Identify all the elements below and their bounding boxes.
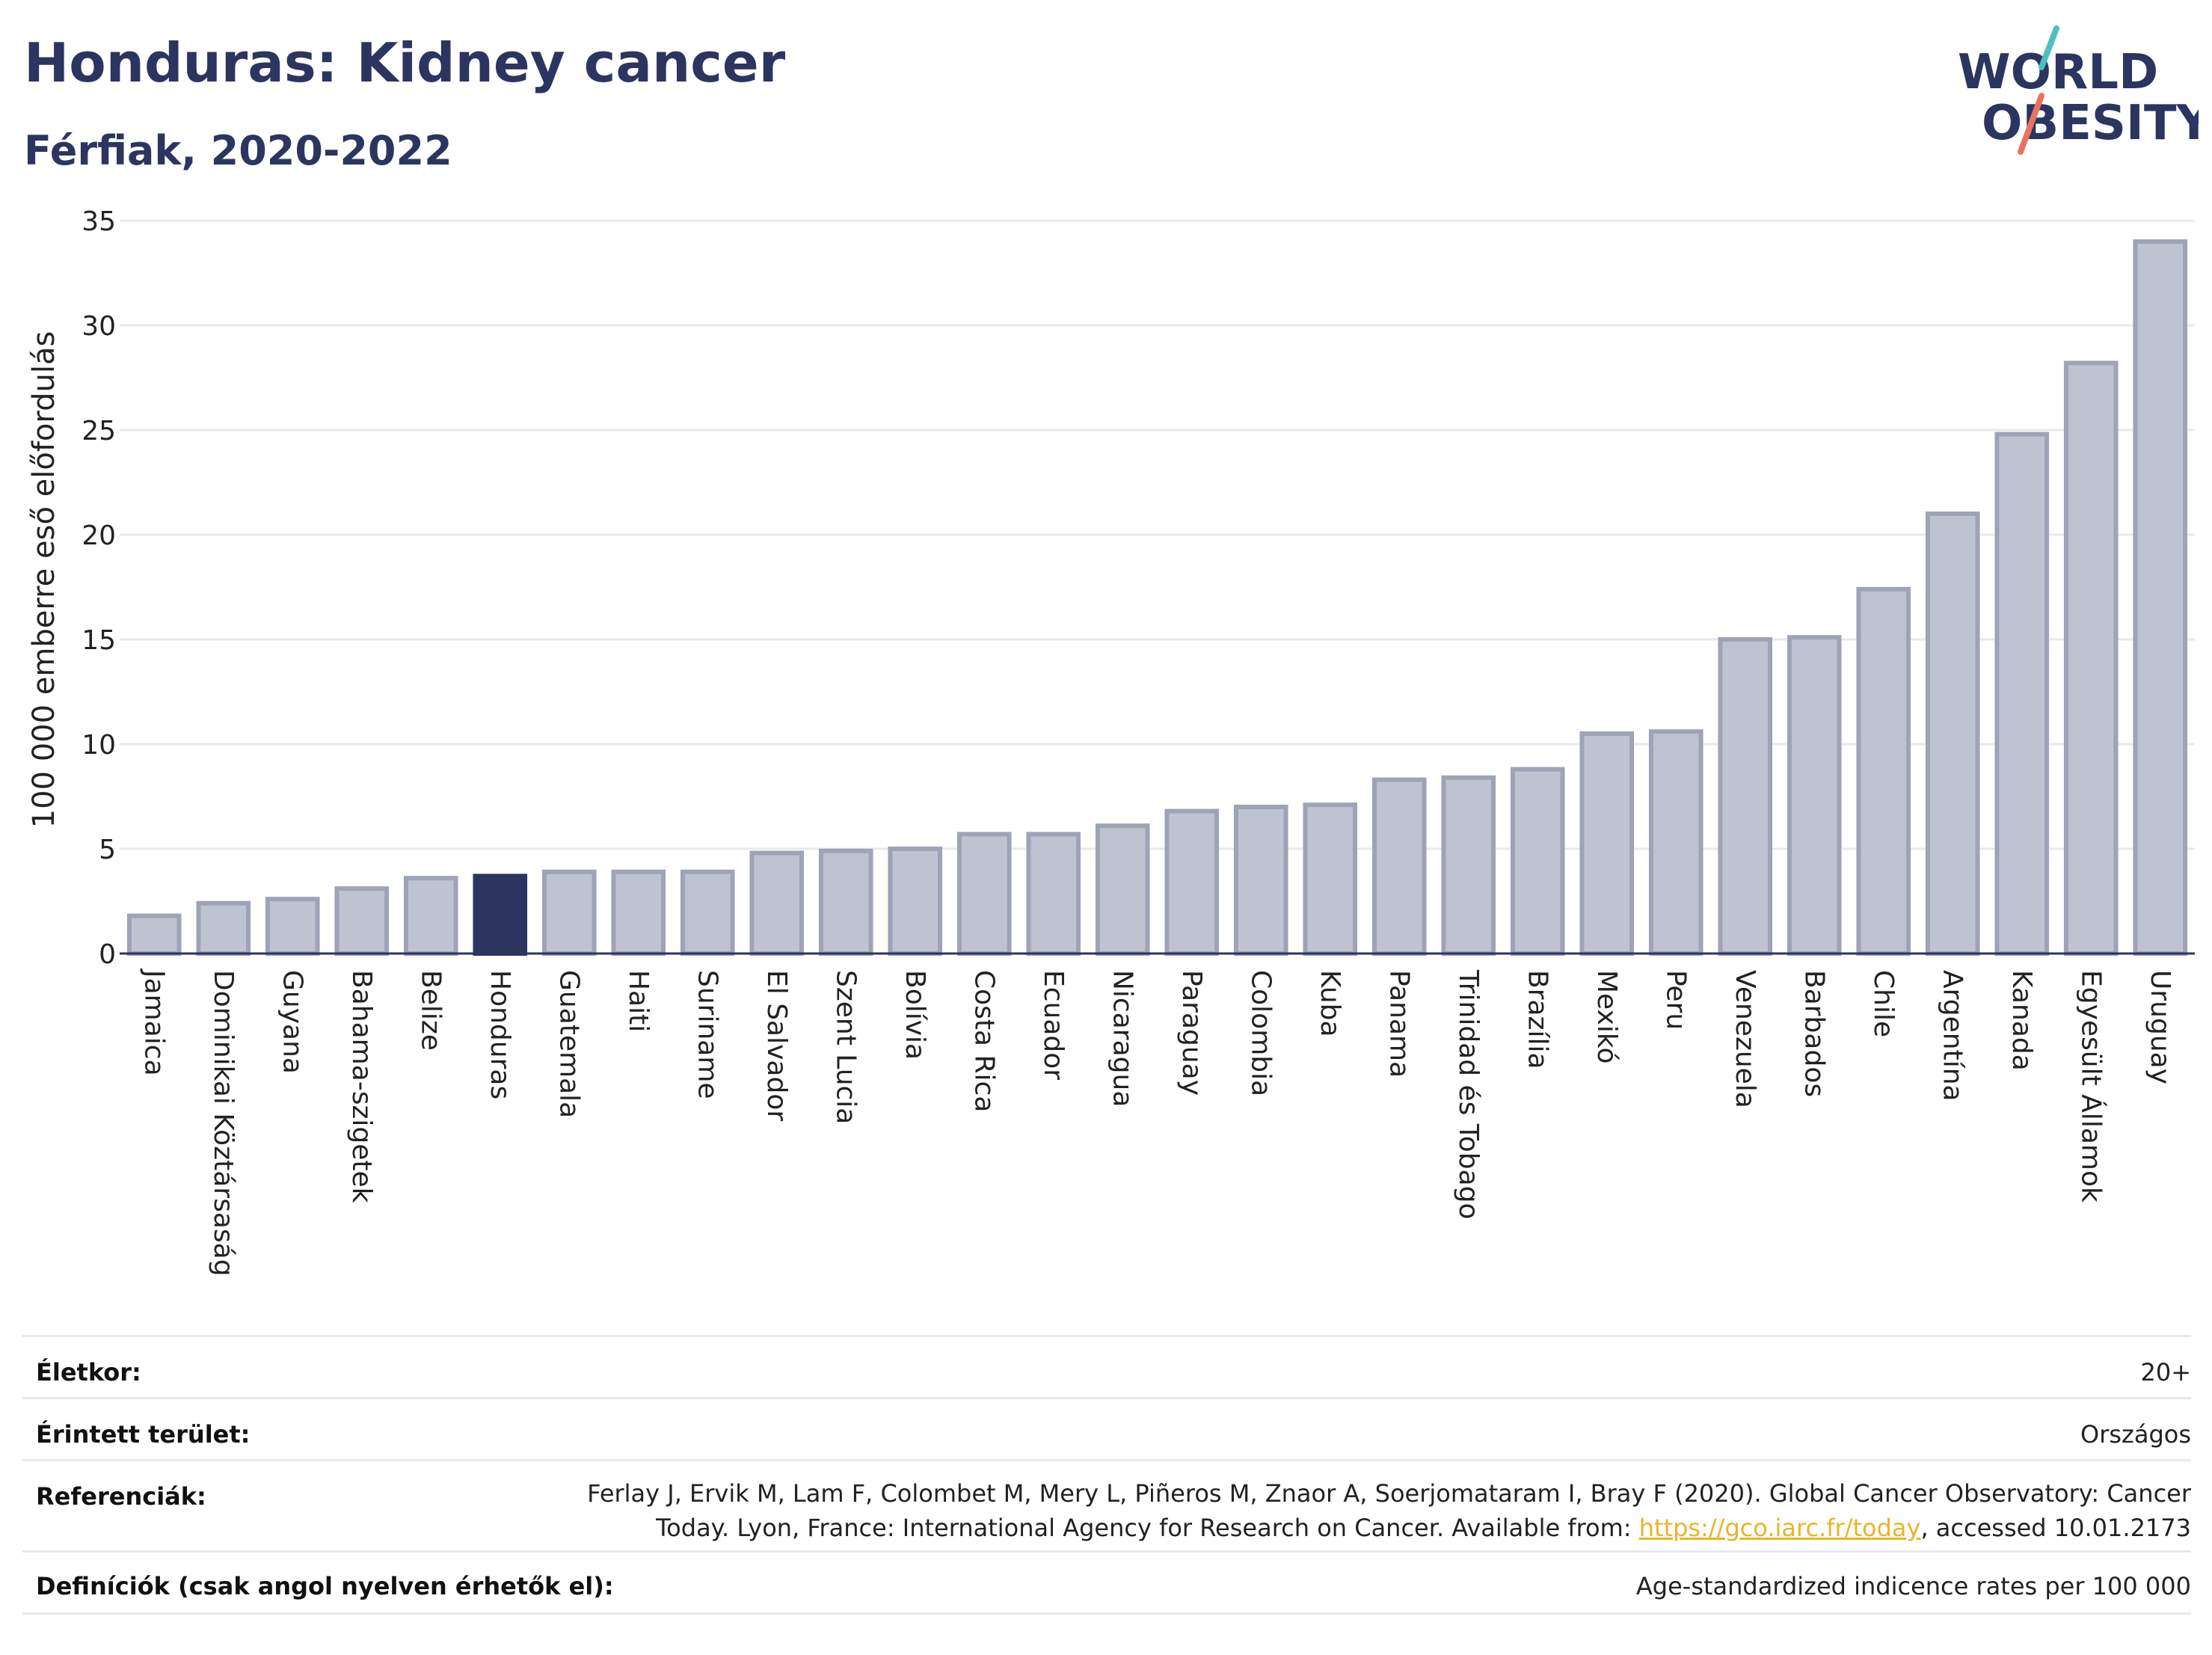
- bar-costa-rica: [956, 832, 1012, 957]
- meta-row-area: Érintett terület: Országos: [22, 1397, 2191, 1461]
- x-tick-label: Panama: [1383, 970, 1414, 1078]
- x-tick-label: Szent Lucia: [830, 970, 861, 1124]
- x-tick-label: Uruguay: [2145, 970, 2175, 1084]
- bar-barbados: [1787, 635, 1842, 956]
- x-tick-label: Chile: [1868, 970, 1899, 1037]
- refs-line2-text: Today. Lyon, France: International Agenc…: [656, 1514, 1639, 1542]
- meta-row-refs: Referenciák: Ferlay J, Ervik M, Lam F, C…: [22, 1459, 2191, 1553]
- y-axis-label: 100 000 emberre eső előfordulás: [27, 331, 61, 829]
- x-tick-label: Belize: [415, 970, 446, 1051]
- y-tick-label: 25: [82, 416, 116, 446]
- logo-line2: OBESITY: [1982, 96, 2199, 151]
- x-tick-label: Costa Rica: [968, 970, 999, 1112]
- x-tick-label: Kuba: [1315, 970, 1345, 1037]
- y-tick-labels: 0 5 10 15 20 25 30 35: [82, 206, 116, 970]
- bar-el-salvador: [749, 850, 805, 956]
- refs-line2-end: , accessed 10.01.2173: [1920, 1514, 2191, 1542]
- bar-kuba: [1303, 802, 1358, 956]
- meta-row-defs: Definíciók (csak angol nyelven érhetők e…: [22, 1550, 2191, 1615]
- x-tick-label: Mexikó: [1591, 970, 1622, 1063]
- x-tick-label: Haiti: [623, 970, 654, 1032]
- x-tick-label: Guyana: [277, 970, 307, 1074]
- bar-kanada: [1994, 432, 2050, 956]
- bar-mexikó: [1579, 731, 1635, 956]
- y-tick-label: 35: [82, 206, 116, 237]
- refs-value: Ferlay J, Ervik M, Lam F, Colombet M, Me…: [546, 1476, 2191, 1545]
- y-tick-label: 30: [82, 311, 116, 342]
- logo-line1: WORLD: [1958, 45, 2158, 100]
- x-tick-label: El Salvador: [761, 970, 792, 1121]
- x-tick-label: Paraguay: [1176, 970, 1207, 1096]
- y-tick-label: 5: [99, 835, 116, 865]
- bar-uruguay: [2133, 239, 2188, 956]
- refs-link[interactable]: https://gco.iarc.fr/today: [1638, 1514, 1921, 1542]
- x-tick-label: Nicaragua: [1107, 970, 1137, 1107]
- defs-value: Age-standardized indicence rates per 100…: [1635, 1572, 2191, 1600]
- chart-title: Honduras: Kidney cancer: [24, 31, 786, 94]
- area-label: Érintett terület:: [36, 1420, 251, 1449]
- age-label: Életkor:: [36, 1358, 141, 1387]
- bar-chile: [1856, 586, 1911, 956]
- x-tick-label: Egyesült Államok: [2075, 970, 2107, 1203]
- bar-bolívia: [888, 847, 943, 956]
- bar-szent-lucia: [818, 848, 873, 957]
- defs-label: Definíciók (csak angol nyelven érhetők e…: [36, 1572, 614, 1600]
- x-tick-label: Argentína: [1937, 970, 1967, 1102]
- bar-belize: [403, 876, 458, 956]
- bars: [126, 239, 2188, 957]
- grid-lines: [120, 219, 2195, 850]
- x-tick-label: Brazília: [1522, 970, 1552, 1069]
- refs-line1: Ferlay J, Ervik M, Lam F, Colombet M, Me…: [587, 1479, 2191, 1508]
- x-tick-label: Colombia: [1245, 970, 1276, 1096]
- x-tick-label: Bolívia: [900, 970, 930, 1060]
- y-tick-label: 15: [82, 625, 116, 656]
- x-tick-label: Bahama-szigetek: [346, 970, 377, 1203]
- x-tick-label: Dominikai Köztársaság: [208, 970, 239, 1277]
- chart-subtitle: Férfiak, 2020-2022: [24, 127, 452, 174]
- x-tick-label: Guatemala: [553, 970, 584, 1118]
- bar-colombia: [1233, 805, 1288, 956]
- x-tick-label: Barbados: [1798, 970, 1829, 1097]
- age-value: 20+: [2140, 1358, 2191, 1387]
- bar-brazília: [1510, 767, 1565, 956]
- x-tick-label: Ecuador: [1038, 970, 1069, 1080]
- bar-chart: 0 5 10 15 20 25 30 35 Jamaica Dominikai Köztársa…: [27, 206, 2195, 1277]
- bar-ecuador: [1026, 832, 1081, 957]
- x-tick-label: Trinidad és Tobago: [1453, 969, 1484, 1220]
- x-tick-label: Kanada: [2006, 970, 2037, 1071]
- bar-jamaica: [126, 913, 182, 956]
- bar-argentína: [1925, 512, 1980, 956]
- y-tick-label: 20: [82, 521, 116, 551]
- meta-row-age: Életkor: 20+: [22, 1335, 2191, 1399]
- bar-venezuela: [1718, 637, 1773, 956]
- bar-haiti: [611, 869, 666, 957]
- refs-line2: Today. Lyon, France: International Agenc…: [546, 1511, 2191, 1545]
- x-tick-label: Peru: [1660, 970, 1691, 1030]
- bar-honduras: [473, 873, 528, 957]
- world-obesity-logo: WORLD OBESITY: [1944, 21, 2211, 163]
- y-tick-label: 0: [99, 939, 116, 970]
- x-tick-label: Jamaica: [138, 968, 169, 1076]
- refs-label: Referenciák:: [36, 1482, 206, 1511]
- area-value: Országos: [2080, 1420, 2191, 1449]
- bar-guyana: [265, 897, 320, 956]
- x-tick-label: Suriname: [692, 970, 722, 1099]
- bar-nicaragua: [1095, 823, 1150, 956]
- bar-trinidad-és-tobago: [1441, 775, 1496, 957]
- bar-egyesült-államok: [2063, 360, 2119, 956]
- bar-bahama-szigetek: [334, 886, 390, 956]
- bar-peru: [1648, 729, 1703, 956]
- bar-panama: [1371, 777, 1427, 956]
- x-tick-labels: Jamaica Dominikai Köztársaság Guyana Bahama…: [138, 968, 2175, 1277]
- x-tick-label: Honduras: [485, 970, 515, 1099]
- bar-guatemala: [541, 869, 597, 957]
- x-tick-label: Venezuela: [1730, 970, 1760, 1108]
- bar-suriname: [680, 869, 735, 957]
- bar-dominikai-köztársaság: [196, 900, 251, 957]
- bar-paraguay: [1164, 808, 1220, 956]
- y-tick-label: 10: [82, 730, 116, 761]
